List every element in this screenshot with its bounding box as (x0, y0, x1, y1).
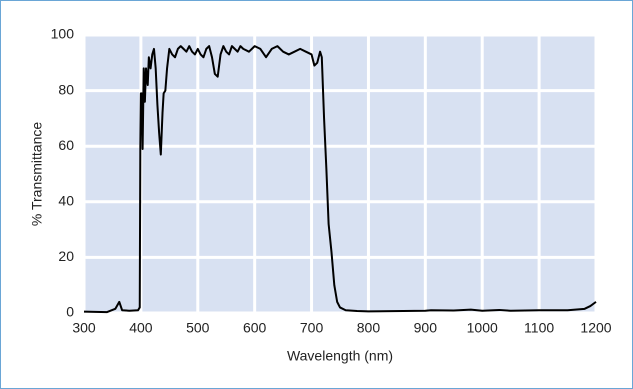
y-tick-label: 0 (66, 304, 74, 320)
x-tick-label: 1100 (524, 320, 554, 336)
y-tick-label: 60 (58, 137, 74, 153)
x-tick-label: 300 (72, 320, 96, 336)
y-tick-label: 40 (58, 193, 74, 209)
data-line (83, 45, 597, 314)
x-tick-label: 1200 (580, 320, 611, 336)
x-axis-label: Wavelength (nm) (287, 348, 393, 364)
x-tick-label: 1000 (467, 320, 498, 336)
y-tick-label: 20 (58, 248, 74, 264)
y-tick-label: 80 (58, 81, 74, 97)
y-tick-label: 100 (51, 26, 75, 42)
y-axis-label: % Transmittance (29, 122, 45, 226)
x-tick-label: 600 (243, 320, 267, 336)
x-tick-label: 400 (129, 320, 153, 336)
x-tick-label: 500 (186, 320, 210, 336)
plot-area (84, 35, 596, 313)
x-tick-label: 900 (414, 320, 438, 336)
x-tick-label: 700 (300, 320, 324, 336)
x-tick-label: 800 (357, 320, 381, 336)
